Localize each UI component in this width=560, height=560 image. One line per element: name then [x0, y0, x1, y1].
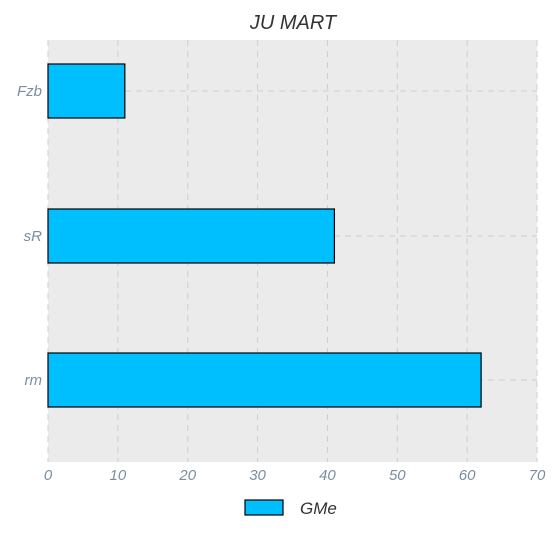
y-tick-labels: Fzb sR rm [17, 83, 42, 389]
x-tick-label: 20 [178, 467, 196, 484]
bar-Fzb [47, 63, 126, 119]
x-tick-label: 10 [110, 467, 127, 484]
x-tick-label: 40 [319, 467, 336, 484]
x-tick-label: 70 [529, 467, 546, 484]
x-tick-label: 60 [459, 467, 476, 484]
chart-title: JU MART [249, 12, 338, 34]
bar-sR [47, 208, 336, 264]
y-tick-label: sR [24, 228, 43, 245]
legend-swatch [244, 499, 284, 516]
bars [47, 63, 482, 408]
legend: GMe [244, 499, 337, 518]
x-tick-labels: 0 10 20 30 40 50 60 70 [44, 467, 546, 484]
x-tick-label: 50 [389, 467, 406, 484]
x-tick-label: 30 [249, 467, 266, 484]
x-tick-label: 0 [44, 467, 53, 484]
y-tick-label: rm [25, 372, 43, 389]
y-tick-label: Fzb [17, 83, 42, 100]
bar-rm [47, 352, 482, 408]
legend-label: GMe [300, 499, 337, 518]
